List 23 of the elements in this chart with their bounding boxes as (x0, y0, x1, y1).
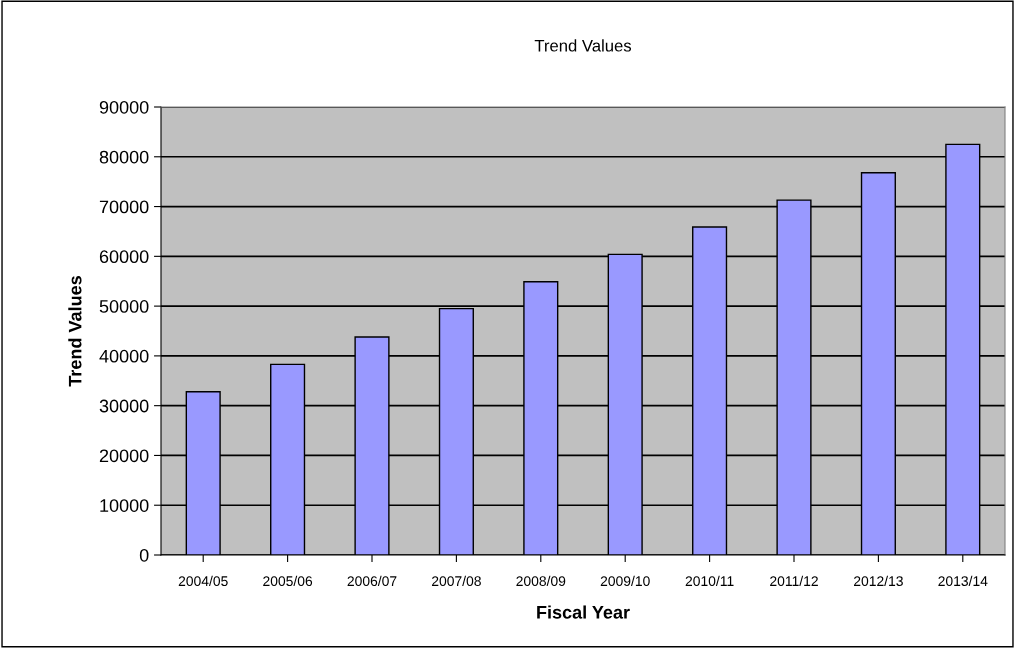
chart-title: Trend Values (534, 39, 632, 52)
x-tick-label: 2006/07 (347, 575, 397, 587)
y-tick-label: 90000 (99, 100, 149, 114)
x-axis-title: Fiscal Year (537, 605, 630, 619)
y-tick-label: 40000 (99, 349, 149, 363)
y-tick-label: 50000 (99, 300, 149, 313)
x-tick-label: 2010/11 (685, 575, 734, 587)
x-tick-label: 2008/09 (516, 575, 566, 587)
y-tick-label: 70000 (99, 200, 149, 214)
x-tick-label: 2012/13 (854, 575, 903, 587)
y-tick-label: 80000 (99, 150, 149, 164)
y-tick-label: 30000 (99, 399, 149, 413)
x-tick-label: 2005/06 (263, 575, 313, 587)
y-tick-label: 20000 (99, 449, 149, 463)
x-tick-label: 2009/10 (600, 575, 650, 587)
x-tick-label: 2004/05 (178, 575, 228, 587)
y-tick-label: 60000 (99, 250, 149, 264)
y-axis-title: Trend Values (68, 276, 82, 387)
x-tick-label: 2007/08 (432, 575, 481, 587)
x-tick-label: 2011/12 (770, 575, 818, 587)
y-tick-label: 10000 (100, 499, 149, 512)
x-tick-label: 2013/14 (938, 575, 988, 587)
y-tick-label: 0 (139, 548, 149, 562)
